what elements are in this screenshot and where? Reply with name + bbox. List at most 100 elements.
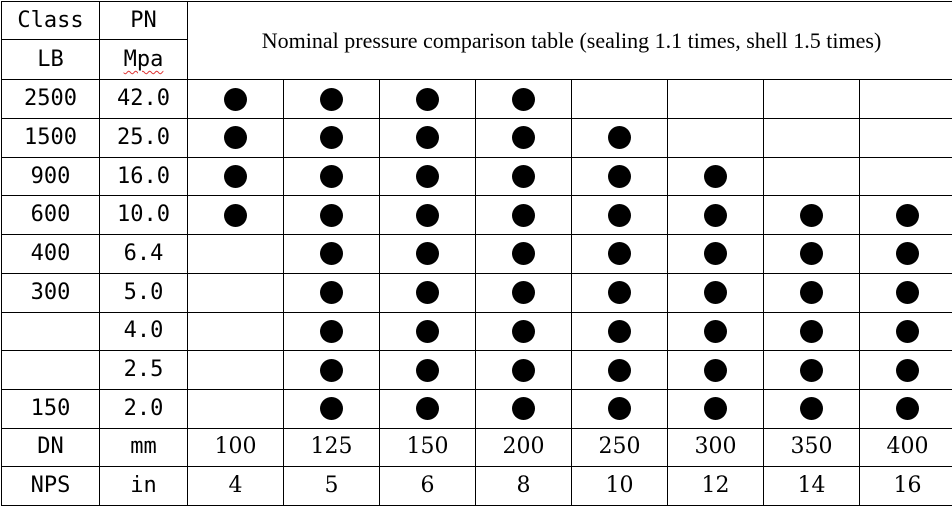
pn-header: PN <box>99 0 188 41</box>
mark-cell <box>283 234 380 274</box>
filled-circle-icon <box>224 165 247 189</box>
mark-cell <box>571 118 668 158</box>
mark-cell <box>475 388 572 429</box>
filled-circle-icon <box>800 319 823 343</box>
mark-cell <box>475 311 572 352</box>
nps-row-unit: in <box>99 466 188 506</box>
filled-circle-icon <box>800 281 823 305</box>
filled-circle-icon <box>416 242 439 266</box>
mark-cell <box>858 311 952 352</box>
mark-cell <box>379 79 476 120</box>
mark-cell <box>379 388 476 429</box>
mark-cell <box>667 311 764 352</box>
mark-cell <box>475 156 572 197</box>
filled-circle-icon <box>320 358 343 382</box>
mark-cell <box>475 234 572 274</box>
filled-circle-icon <box>512 319 535 343</box>
filled-circle-icon <box>416 126 439 150</box>
filled-circle-icon <box>224 203 247 227</box>
mark-cell <box>571 79 668 120</box>
filled-circle-icon <box>320 165 343 189</box>
filled-circle-icon <box>512 165 535 189</box>
filled-circle-icon <box>512 126 535 150</box>
nps-row-value: 14 <box>763 466 860 506</box>
mark-cell <box>283 272 380 313</box>
mark-cell <box>475 350 572 390</box>
mark-cell <box>475 195 572 236</box>
dn-row-value: 350 <box>763 427 860 468</box>
filled-circle-icon <box>608 319 631 343</box>
pn-mpa-cell: 42.0 <box>99 79 188 120</box>
mark-cell <box>763 118 860 158</box>
filled-circle-icon <box>800 242 823 266</box>
mark-cell <box>858 388 952 429</box>
filled-circle-icon <box>896 319 920 343</box>
nps-row-value: 6 <box>379 466 476 506</box>
dn-row-value: 150 <box>379 427 476 468</box>
mark-cell <box>858 79 952 120</box>
mark-cell <box>667 272 764 313</box>
mark-cell <box>283 118 380 158</box>
filled-circle-icon <box>224 126 247 150</box>
filled-circle-icon <box>224 87 247 111</box>
mark-cell <box>763 79 860 120</box>
mark-cell <box>475 118 572 158</box>
mark-cell <box>571 388 668 429</box>
filled-circle-icon <box>896 281 920 305</box>
mpa-header-cell: Mpa <box>99 39 188 81</box>
filled-circle-icon <box>320 281 343 305</box>
mark-cell <box>667 350 764 390</box>
pn-mpa-cell: 10.0 <box>99 195 188 236</box>
table-row: 900 16.0 <box>1 156 952 197</box>
pn-mpa-cell: 5.0 <box>99 272 188 313</box>
mark-cell <box>379 234 476 274</box>
filled-circle-icon <box>608 242 631 266</box>
filled-circle-icon <box>320 87 343 111</box>
filled-circle-icon <box>608 281 631 305</box>
lb-header: LB <box>1 39 100 81</box>
pn-mpa-cell: 16.0 <box>99 156 188 197</box>
table-row: 400 6.4 <box>1 234 952 274</box>
mark-cell <box>571 350 668 390</box>
dn-row-value: 200 <box>475 427 572 468</box>
filled-circle-icon <box>896 242 920 266</box>
mark-cell <box>571 195 668 236</box>
class-lb-cell: 150 <box>1 388 100 429</box>
mark-cell <box>667 234 764 274</box>
table-row: 1500 25.0 <box>1 118 952 158</box>
filled-circle-icon <box>608 165 631 189</box>
mark-cell <box>379 195 476 236</box>
mark-cell <box>858 272 952 313</box>
mark-cell <box>763 195 860 236</box>
mark-cell <box>379 350 476 390</box>
filled-circle-icon <box>704 165 727 189</box>
mark-cell <box>187 79 284 120</box>
filled-circle-icon <box>416 203 439 227</box>
table-row: 2500 42.0 <box>1 79 952 120</box>
mark-cell <box>858 156 952 197</box>
mark-cell <box>379 156 476 197</box>
pn-mpa-cell: 2.0 <box>99 388 188 429</box>
filled-circle-icon <box>704 397 727 421</box>
filled-circle-icon <box>608 203 631 227</box>
mark-cell <box>667 388 764 429</box>
filled-circle-icon <box>512 87 535 111</box>
mark-cell <box>379 311 476 352</box>
pn-mpa-cell: 25.0 <box>99 118 188 158</box>
mark-cell <box>763 272 860 313</box>
filled-circle-icon <box>512 203 535 227</box>
mark-cell <box>571 234 668 274</box>
mark-cell <box>667 156 764 197</box>
class-lb-cell: 1500 <box>1 118 100 158</box>
nps-row-value: 4 <box>187 466 284 506</box>
mark-cell <box>571 272 668 313</box>
header-row-2: LB Mpa <box>1 39 952 81</box>
filled-circle-icon <box>416 319 439 343</box>
filled-circle-icon <box>320 319 343 343</box>
mark-cell <box>571 311 668 352</box>
filled-circle-icon <box>320 203 343 227</box>
mark-cell <box>667 118 764 158</box>
mark-cell <box>187 272 284 313</box>
filled-circle-icon <box>416 165 439 189</box>
